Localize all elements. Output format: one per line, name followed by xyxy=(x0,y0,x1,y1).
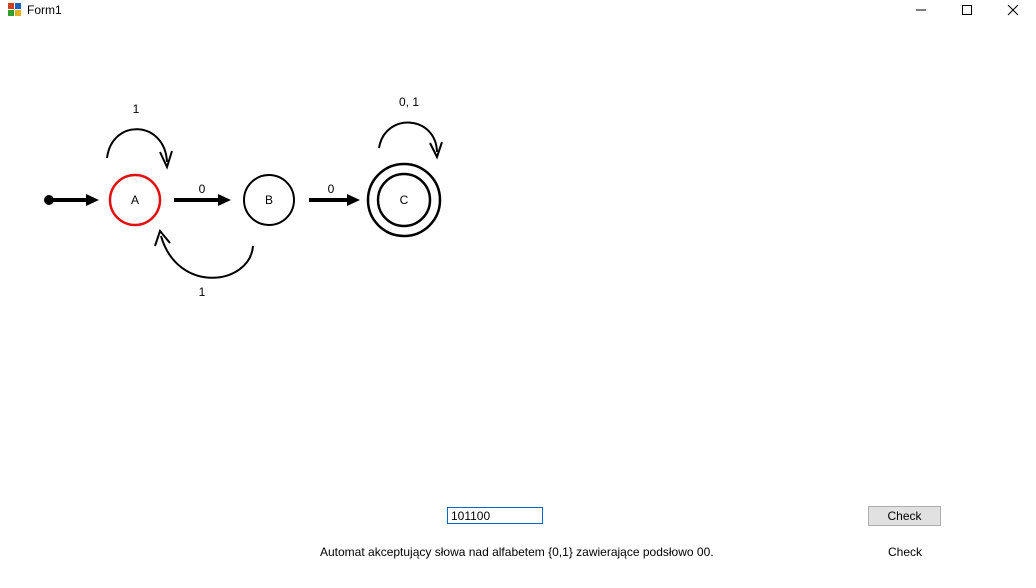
description-label: Automat akceptujący słowa nad alfabetem … xyxy=(320,545,714,559)
edge-b-a-label: 1 xyxy=(199,285,206,299)
edge-b-a-head xyxy=(154,228,171,247)
state-b-label: B xyxy=(265,193,273,207)
state-c-label: C xyxy=(400,193,409,207)
edge-a-b-label: 0 xyxy=(199,182,206,196)
window-title: Form1 xyxy=(27,3,62,17)
edge-c-c-label: 0, 1 xyxy=(399,95,419,109)
state-b xyxy=(243,174,295,226)
edge-a-a xyxy=(106,128,168,163)
close-button[interactable] xyxy=(990,0,1036,20)
app-icon xyxy=(8,3,21,16)
close-icon xyxy=(1007,4,1019,16)
start-arrow-head xyxy=(86,194,99,206)
state-c xyxy=(376,172,432,228)
edge-b-c-head xyxy=(347,194,360,206)
edge-a-a-label: 1 xyxy=(133,102,140,116)
state-a xyxy=(108,173,162,227)
edge-c-c-head xyxy=(429,141,443,160)
edge-c-c xyxy=(378,121,438,153)
title-bar: Form1 xyxy=(0,0,1036,22)
minimize-button[interactable] xyxy=(898,0,944,20)
check-button[interactable]: Check xyxy=(868,506,941,526)
result-label: Check xyxy=(888,545,923,559)
automaton-diagram: A 1 0 B 1 0 C 0, 1 xyxy=(44,95,443,299)
maximize-button[interactable] xyxy=(944,0,990,20)
edge-a-b-head xyxy=(218,194,231,206)
word-input[interactable] xyxy=(447,507,543,524)
state-c-outer xyxy=(366,162,442,238)
maximize-icon xyxy=(962,5,972,15)
minimize-icon xyxy=(916,9,926,11)
state-a-label: A xyxy=(131,193,139,207)
edge-b-a xyxy=(160,235,254,279)
edge-b-c-label: 0 xyxy=(328,182,335,196)
edge-a-a-head xyxy=(159,150,173,170)
